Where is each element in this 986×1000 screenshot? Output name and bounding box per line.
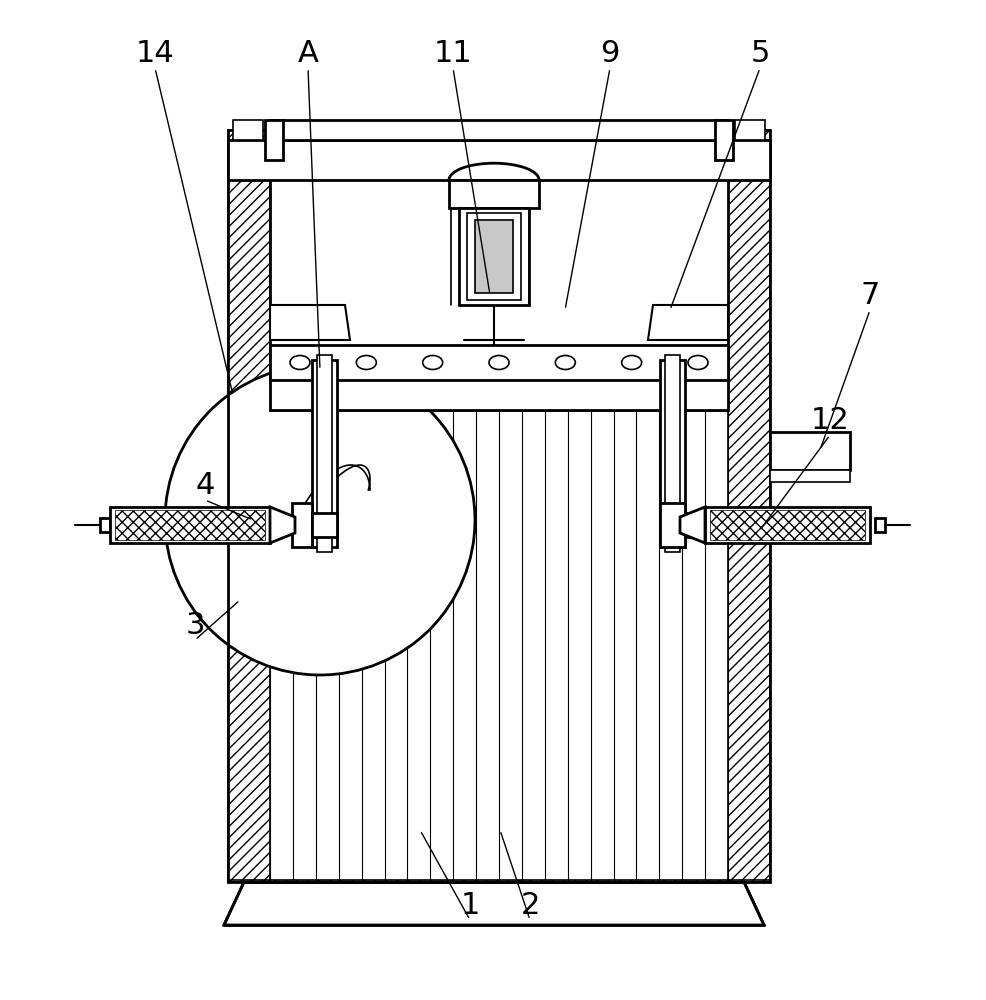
Bar <box>109 507 270 543</box>
Ellipse shape <box>488 356 509 369</box>
Ellipse shape <box>290 356 310 369</box>
Text: 5: 5 <box>749 39 769 68</box>
Bar <box>270 345 728 380</box>
Bar <box>312 513 336 537</box>
Bar <box>709 510 864 540</box>
Polygon shape <box>648 305 728 340</box>
Polygon shape <box>270 305 350 340</box>
Bar <box>875 518 884 532</box>
Bar <box>714 120 733 160</box>
Ellipse shape <box>555 356 575 369</box>
Bar <box>474 220 513 293</box>
Text: 1: 1 <box>459 891 479 920</box>
Ellipse shape <box>356 356 376 369</box>
Bar <box>292 503 312 547</box>
Bar <box>233 120 262 140</box>
Polygon shape <box>679 507 704 543</box>
Bar <box>466 213 521 300</box>
Polygon shape <box>270 507 295 543</box>
Bar <box>317 355 331 552</box>
Bar <box>769 432 849 470</box>
Bar <box>228 140 769 180</box>
Bar <box>660 503 684 547</box>
Bar <box>449 180 538 208</box>
Bar <box>458 208 528 305</box>
Text: 4: 4 <box>195 471 215 500</box>
Bar <box>735 120 764 140</box>
Bar <box>684 513 704 537</box>
Text: 14: 14 <box>135 39 175 68</box>
Text: 2: 2 <box>520 891 539 920</box>
Polygon shape <box>224 882 763 925</box>
Bar <box>660 360 684 547</box>
Bar <box>115 510 264 540</box>
Text: 3: 3 <box>185 611 204 640</box>
Text: 9: 9 <box>599 39 619 68</box>
Circle shape <box>165 365 474 675</box>
Bar <box>270 130 728 410</box>
Bar <box>228 130 769 882</box>
Bar <box>312 360 336 547</box>
Text: 12: 12 <box>810 406 849 435</box>
Bar <box>665 355 679 552</box>
Bar <box>769 470 849 482</box>
Bar <box>270 120 728 140</box>
Text: 11: 11 <box>433 39 472 68</box>
Ellipse shape <box>621 356 641 369</box>
Bar <box>228 130 270 882</box>
Bar <box>264 120 283 160</box>
Bar <box>100 518 109 532</box>
Ellipse shape <box>687 356 707 369</box>
Bar <box>704 507 869 543</box>
Ellipse shape <box>422 356 442 369</box>
Bar <box>728 130 769 882</box>
Bar <box>228 880 769 882</box>
Text: 7: 7 <box>860 281 879 310</box>
Text: A: A <box>297 39 318 68</box>
